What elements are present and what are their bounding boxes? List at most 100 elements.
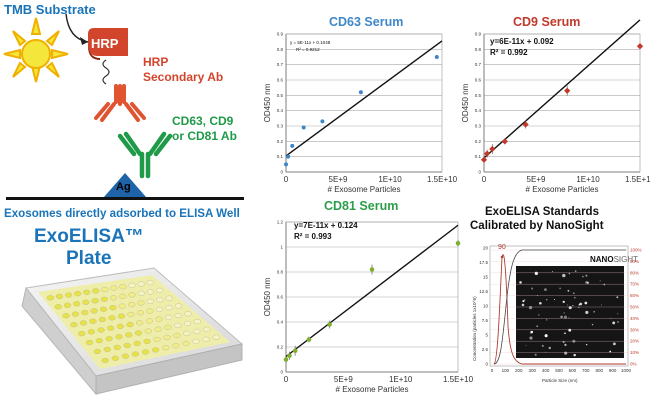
- hrp-enzyme-icon: [88, 28, 128, 85]
- y-tick-label: 0.8: [475, 47, 482, 52]
- ns-x-tick: 400: [542, 368, 550, 373]
- y-axis-label: OD450 nm: [461, 83, 470, 122]
- data-point: [455, 240, 461, 246]
- y-tick-label: 0.5: [277, 93, 284, 98]
- ns-right-tick: 0%: [630, 362, 637, 367]
- ns-x-tick: 100: [502, 368, 510, 373]
- data-point: [358, 90, 363, 95]
- tmb-substrate-label: TMB Substrate: [4, 2, 96, 17]
- nanosight-microscopy-image: [516, 266, 624, 358]
- hrp-label: HRP: [91, 36, 119, 51]
- x-tick-label: 1E+10: [378, 175, 402, 184]
- y-tick-label: 0.3: [475, 124, 482, 129]
- ns-x-tick: 700: [582, 368, 590, 373]
- y-tick-label: 0.4: [277, 108, 284, 113]
- ns-right-tick: 60%: [630, 293, 639, 298]
- x-tick-label: 5E+9: [329, 175, 348, 184]
- ns-y-tick: 5: [485, 333, 488, 338]
- ns-x-tick: 900: [609, 368, 617, 373]
- y-tick-label: 0.2: [277, 345, 284, 350]
- r-squared: R² = 0.992: [490, 48, 528, 57]
- x-tick-label: 0: [482, 175, 487, 184]
- antigen-label: Ag: [116, 181, 131, 193]
- trendline: [285, 40, 443, 157]
- r-squared: R² = 0.993: [294, 232, 332, 241]
- x-tick-label: 0: [284, 375, 289, 384]
- ns-x-tick: 500: [555, 368, 563, 373]
- ns-ylabel: Concentration (particles 1x10^6): [472, 296, 477, 361]
- data-point: [286, 154, 291, 159]
- ns-x-tick: 200: [515, 368, 523, 373]
- well-caption: Exosomes directly adsorbed to ELISA Well: [4, 207, 240, 220]
- trend-equation: y = 5E-11x + 0.1048: [290, 40, 331, 45]
- y-tick-label: 0.5: [475, 93, 482, 98]
- ns-right-tick: 30%: [630, 327, 639, 332]
- primary-antibody-icon: [117, 131, 173, 179]
- y-tick-label: 1.2: [277, 220, 284, 225]
- plot-frame: [285, 221, 459, 373]
- data-point: [327, 322, 332, 327]
- x-tick-label: 5E+9: [527, 175, 546, 184]
- ns-y-tick: 7.5: [482, 318, 489, 323]
- ns-x-tick: 800: [595, 368, 603, 373]
- elisa-plate-image: [21, 267, 244, 396]
- ns-x-tick: 300: [528, 368, 536, 373]
- ns-right-tick: 70%: [630, 282, 639, 287]
- ns-right-tick: 100%: [630, 248, 642, 253]
- y-tick-label: 0.4: [475, 108, 482, 113]
- r-squared: R² = 0.9212: [296, 47, 320, 52]
- cd9-chart-title: CD9 Serum: [513, 15, 581, 29]
- ns-right-tick: 50%: [630, 305, 639, 310]
- x-tick-label: 1.5E+10: [443, 375, 474, 384]
- x-axis-label: # Exosome Particles: [328, 185, 401, 194]
- ns-right-tick: 80%: [630, 270, 639, 275]
- data-point: [306, 337, 312, 342]
- primary-ab-label-line2: or CD81 Ab: [172, 129, 237, 143]
- y-axis-label: OD450 nm: [263, 277, 272, 316]
- data-point: [369, 267, 375, 272]
- well-surface-line: [6, 197, 244, 200]
- ns-y-tick: 0: [485, 362, 488, 367]
- antigen-icon: [104, 173, 146, 197]
- y-tick-label: 0.9: [475, 32, 482, 37]
- x-tick-label: 1E+10: [576, 175, 600, 184]
- data-point: [489, 145, 496, 153]
- y-tick-label: 0.1: [475, 154, 482, 159]
- plate-title-line1: ExoELISA™: [34, 226, 144, 247]
- nanosight-logo: NANOSIGHT: [590, 255, 638, 264]
- data-point: [501, 138, 508, 145]
- y-tick-label: 1: [280, 245, 283, 250]
- secondary-ab-label-line1: HRP: [143, 55, 169, 69]
- trendline: [483, 19, 641, 159]
- ns-y-tick: 15: [483, 275, 489, 280]
- data-point: [301, 125, 306, 130]
- y-tick-label: 0.3: [277, 124, 284, 129]
- x-axis-label: # Exosome Particles: [526, 185, 599, 194]
- nanosight-distribution-chart: 90 NANOSIGHT Concentration (particles 1x…: [472, 244, 642, 383]
- data-point: [290, 143, 295, 148]
- y-tick-label: 0.8: [277, 47, 284, 52]
- y-tick-label: 0.2: [277, 139, 284, 144]
- data-point: [283, 357, 289, 362]
- substrate-arrow: [65, 13, 89, 45]
- trend-equation: y=7E-11x + 0.124: [294, 221, 358, 230]
- data-point: [636, 43, 644, 50]
- data-point: [480, 156, 488, 163]
- y-tick-label: 0.7: [277, 62, 284, 67]
- ns-y-tick: 10: [483, 304, 489, 309]
- ns-right-tick: 20%: [630, 339, 639, 344]
- y-tick-label: 0.2: [475, 139, 482, 144]
- sun-icon: [3, 17, 69, 83]
- data-point: [484, 150, 491, 157]
- x-axis-label: # Exosome Particles: [336, 385, 409, 394]
- standards-title-line2: Calibrated by NanoSight: [470, 220, 604, 232]
- y-tick-label: 0.4: [277, 320, 284, 325]
- y-tick-label: 0.1: [277, 154, 284, 159]
- data-point: [287, 353, 292, 359]
- y-tick-label: 0.7: [475, 62, 482, 67]
- cd81-chart-title: CD81 Serum: [324, 199, 399, 213]
- plate-title-line2: Plate: [66, 248, 112, 269]
- size-distribution-curve: [493, 254, 626, 365]
- y-tick-label: 0: [478, 170, 481, 175]
- ns-right-tick: 10%: [630, 350, 639, 355]
